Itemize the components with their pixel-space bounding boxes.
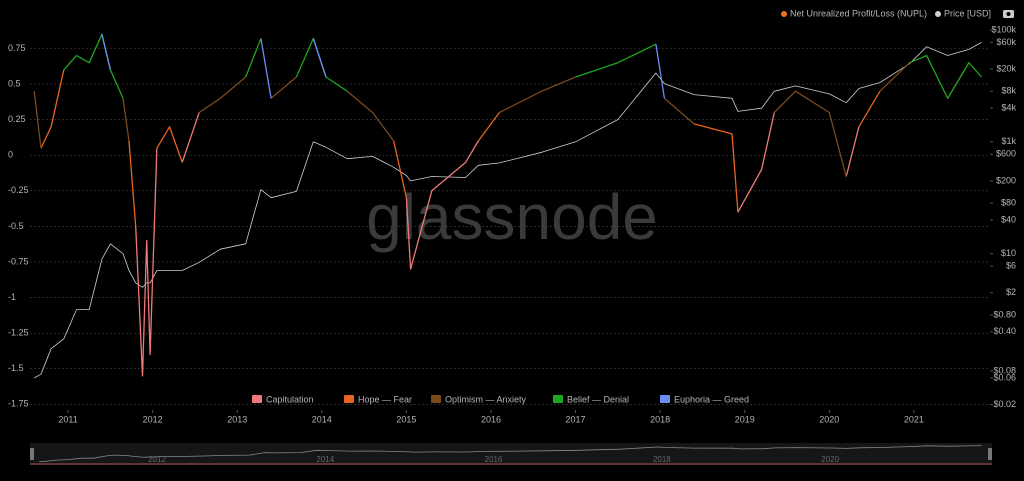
y2-tick-label: $100k	[991, 24, 1016, 34]
legend-swatch	[431, 395, 441, 403]
y2-tick-label: $0.40	[993, 326, 1016, 336]
legend-label: Hope — Fear	[358, 394, 412, 404]
series-line	[40, 69, 881, 227]
series-line	[33, 62, 970, 177]
navigator-tick-label: 2016	[485, 455, 503, 464]
y-tick-label: -1.25	[8, 328, 29, 338]
legend-label: Euphoria — Greed	[674, 394, 749, 404]
y-tick-label: -0.75	[8, 256, 29, 266]
y-tick-label: 0.75	[8, 43, 26, 53]
x-tick-label: 2019	[735, 414, 755, 424]
legend-item[interactable]: Euphoria — Greed	[660, 394, 749, 404]
navigator[interactable]	[30, 443, 992, 465]
y-tick-label: -1.75	[8, 399, 29, 409]
y2-tick-label: $40	[1001, 214, 1016, 224]
navigator-line	[39, 445, 982, 462]
y2-tick-label: $200	[996, 175, 1016, 185]
y2-tick-label: $8k	[1001, 86, 1016, 96]
y2-tick-label: $600	[996, 149, 1016, 159]
legend-swatch	[344, 395, 354, 403]
y-tick-label: 0.5	[8, 78, 21, 88]
y-tick-label: -0.25	[8, 185, 29, 195]
y-tick-label: -1	[8, 292, 16, 302]
navigator-tick-label: 2018	[653, 455, 671, 464]
legend-label: Optimism — Anxiety	[445, 394, 527, 404]
y2-tick-label: $0.06	[993, 372, 1016, 382]
y-tick-label: 0.25	[8, 114, 26, 124]
camera-lens[interactable]	[1006, 12, 1011, 16]
y2-tick-label: $2	[1006, 287, 1016, 297]
x-tick-label: 2018	[650, 414, 670, 424]
navigator-tick-label: 2014	[316, 455, 334, 464]
header-legend-item[interactable]: Price [USD]	[935, 8, 991, 18]
legend-label: Capitulation	[266, 394, 314, 404]
legend-item[interactable]: Hope — Fear	[344, 394, 412, 404]
x-tick-label: 2015	[396, 414, 416, 424]
y-tick-label: 0	[8, 150, 13, 160]
y2-tick-label: $0.02	[993, 399, 1016, 409]
series-line	[34, 42, 982, 379]
camera-icon[interactable]	[1003, 10, 1014, 18]
navigator-tick-label: 2012	[148, 455, 166, 464]
header-legend-label: Net Unrealized Profit/Loss (NUPL)	[790, 8, 927, 18]
y2-tick-label: $6	[1006, 260, 1016, 270]
y2-tick-label: $20k	[996, 63, 1016, 73]
legend-swatch	[553, 395, 563, 403]
y2-tick-label: $80	[1001, 198, 1016, 208]
navigator-tick-label: 2020	[821, 455, 839, 464]
legend-swatch	[252, 395, 262, 403]
legend-item[interactable]: Optimism — Anxiety	[431, 394, 527, 404]
y-tick-label: -0.5	[8, 221, 24, 231]
legend-swatch	[660, 395, 670, 403]
x-tick-label: 2013	[227, 414, 247, 424]
header-legend-dot	[781, 11, 787, 17]
y2-tick-label: $60k	[996, 37, 1016, 47]
navigator-handle-left[interactable]	[30, 448, 34, 460]
x-tick-label: 2021	[904, 414, 924, 424]
x-tick-label: 2017	[566, 414, 586, 424]
navigator-handle-right[interactable]	[988, 448, 992, 460]
header-legend-dot	[935, 11, 941, 17]
y2-tick-label: $0.80	[993, 309, 1016, 319]
header-legend-label: Price [USD]	[944, 8, 991, 18]
x-tick-label: 2020	[819, 414, 839, 424]
y-tick-label: -1.5	[8, 363, 24, 373]
y2-tick-label: $1k	[1001, 136, 1016, 146]
legend-item[interactable]: Belief — Denial	[553, 394, 629, 404]
x-tick-label: 2012	[143, 414, 163, 424]
watermark: glassnode	[366, 181, 658, 253]
series-line	[135, 112, 860, 377]
legend-item[interactable]: Capitulation	[252, 394, 314, 404]
x-tick-label: 2016	[481, 414, 501, 424]
y2-tick-label: $4k	[1001, 103, 1016, 113]
y2-tick-label: $10	[1001, 248, 1016, 258]
legend-label: Belief — Denial	[567, 394, 629, 404]
header-legend-item[interactable]: Net Unrealized Profit/Loss (NUPL)	[781, 8, 927, 18]
series-line	[101, 34, 666, 99]
x-tick-label: 2014	[312, 414, 332, 424]
x-tick-label: 2011	[58, 414, 77, 424]
y2-tick-label: $0.08	[993, 365, 1016, 375]
